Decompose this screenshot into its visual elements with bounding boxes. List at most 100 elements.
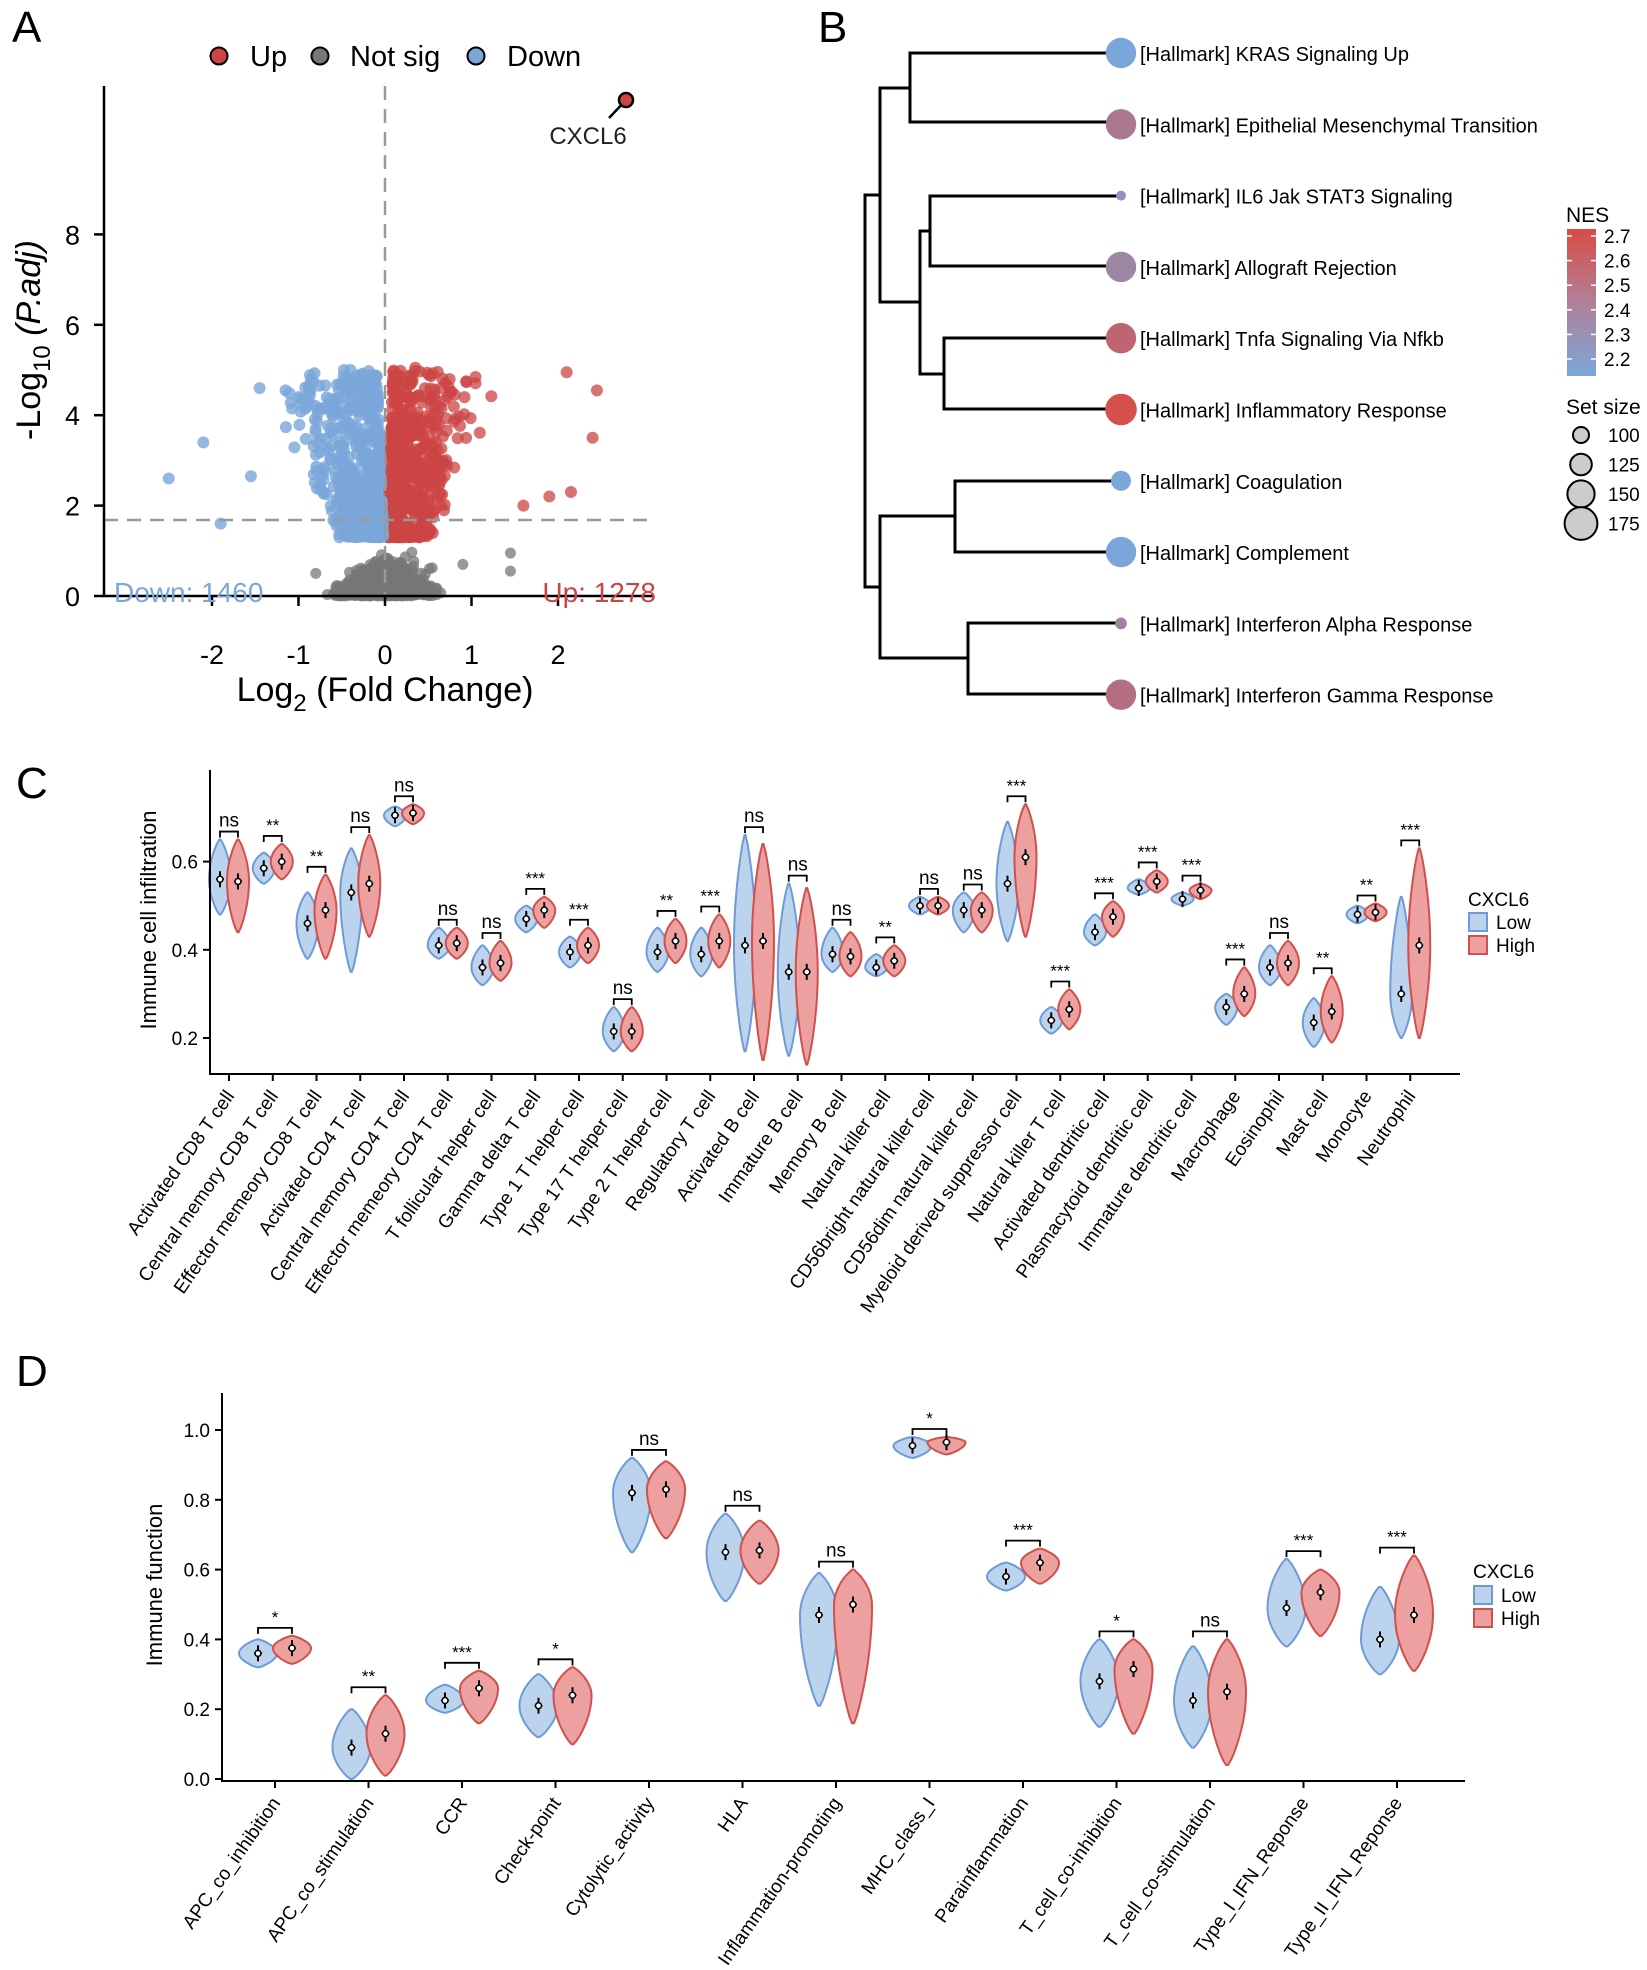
up-point: [404, 404, 417, 417]
violin-median-point: [741, 941, 749, 950]
up-point: [543, 490, 556, 503]
down-point: [339, 428, 351, 441]
down-point: [356, 477, 369, 490]
up-point: [485, 390, 498, 403]
down-point: [364, 495, 377, 508]
down-point: [332, 383, 345, 396]
size-legend-title: Set size: [1566, 396, 1641, 419]
pathway-dot: [1105, 37, 1137, 69]
up-point: [432, 455, 444, 467]
up-point: [438, 504, 450, 517]
violin-median-point: [1003, 879, 1012, 888]
d-plot-area: 0.00.20.40.60.81.0*APC_co_inhibition**AP…: [179, 1409, 1435, 1969]
volcano-points: [162, 361, 603, 602]
sig-label: ***: [569, 900, 589, 919]
sig-label: **: [310, 847, 324, 866]
violin-median-point: [628, 1489, 636, 1497]
violin-median-point: [288, 1644, 296, 1652]
up-point: [424, 382, 437, 395]
up-point: [408, 462, 421, 475]
violin-median-point: [978, 906, 986, 914]
violin-median-point: [828, 950, 837, 958]
nes-tick-label: 2.4: [1604, 301, 1631, 322]
sig-label: ***: [1182, 856, 1202, 875]
violin-median-point: [566, 948, 574, 956]
down-point: [324, 499, 337, 512]
nes-colorbar: [1567, 229, 1596, 376]
sig-bracket: [744, 826, 764, 834]
legend-notsig-marker: [310, 46, 330, 66]
nes-tick-label: 2.6: [1604, 252, 1630, 273]
violin-median-point: [846, 952, 855, 961]
down-point: [364, 529, 377, 542]
a-xtick-label: -1: [286, 640, 310, 670]
sig-label: **: [879, 917, 893, 936]
nes-legend-title: NES: [1566, 204, 1609, 227]
up-point: [388, 384, 401, 397]
sig-bracket: [1137, 861, 1158, 869]
violin-median-point: [496, 959, 505, 967]
sig-bracket: [656, 910, 677, 917]
violin-median-point: [715, 937, 723, 945]
violin-median-point: [755, 1546, 764, 1555]
pathway-label: [Hallmark] IL6 Jak STAT3 Signaling: [1140, 187, 1453, 209]
sig-label: ns: [788, 855, 808, 876]
nes-tick-label: 2.5: [1604, 276, 1630, 297]
d-legend-title: CXCL6: [1473, 1562, 1534, 1583]
sig-label: ***: [1400, 820, 1420, 839]
pathway-dot: [1105, 679, 1137, 710]
violin-median-point: [1266, 963, 1274, 972]
notsig-point: [504, 565, 516, 577]
violin-median-point: [584, 941, 592, 950]
pathway-label: [Hallmark] Epithelial Mesenchymal Transi…: [1140, 115, 1538, 137]
violin-median-point: [347, 888, 355, 897]
up-point: [460, 376, 473, 389]
up-point: [383, 463, 396, 476]
down-point: [253, 382, 266, 395]
category-label: APC_co_stimulation: [263, 1794, 378, 1946]
up-point: [401, 448, 414, 461]
pathway-dot: [1111, 470, 1131, 491]
up-point: [434, 469, 447, 482]
up-point: [413, 423, 426, 436]
sig-bracket: [1192, 1630, 1228, 1638]
violin-median-point: [409, 809, 417, 817]
sig-bracket: [1379, 1546, 1415, 1554]
up-point: [404, 495, 417, 508]
up-point: [469, 371, 482, 383]
violin-median-point: [1189, 1696, 1197, 1705]
legend-down-label: Down: [507, 41, 581, 73]
violin-median-point: [1178, 895, 1187, 903]
sig-label: ns: [438, 899, 458, 920]
up-point: [517, 499, 530, 512]
sig-bracket: [394, 795, 414, 803]
sig-label: ***: [1013, 1521, 1033, 1540]
a-ytick-label: 6: [65, 311, 80, 341]
panel-label-b: B: [818, 3, 847, 52]
violin-median-point: [391, 811, 399, 820]
up-point: [425, 480, 438, 493]
up-point: [473, 426, 486, 439]
up-point: [396, 403, 409, 416]
down-point: [334, 498, 347, 511]
violin-median-point: [1021, 853, 1030, 861]
sig-bracket: [537, 1658, 574, 1666]
sig-bracket: [724, 1504, 761, 1512]
up-point: [425, 402, 438, 415]
violin-median-point: [671, 937, 680, 945]
up-point: [422, 431, 435, 444]
sig-label: ***: [1050, 961, 1070, 980]
violin-median-point: [1095, 1677, 1104, 1686]
pathway-label: [Hallmark] Coagulation: [1140, 472, 1342, 494]
sig-label: ns: [744, 806, 764, 827]
violin-median-point: [435, 941, 443, 950]
down-point: [371, 402, 384, 415]
sig-bracket: [818, 1560, 854, 1568]
c-y-title: Immune cell infiltration: [136, 811, 161, 1030]
pathway-dot: [1105, 109, 1137, 140]
down-point: [367, 390, 380, 403]
down-point: [279, 421, 292, 434]
sig-label: ns: [639, 1429, 659, 1450]
